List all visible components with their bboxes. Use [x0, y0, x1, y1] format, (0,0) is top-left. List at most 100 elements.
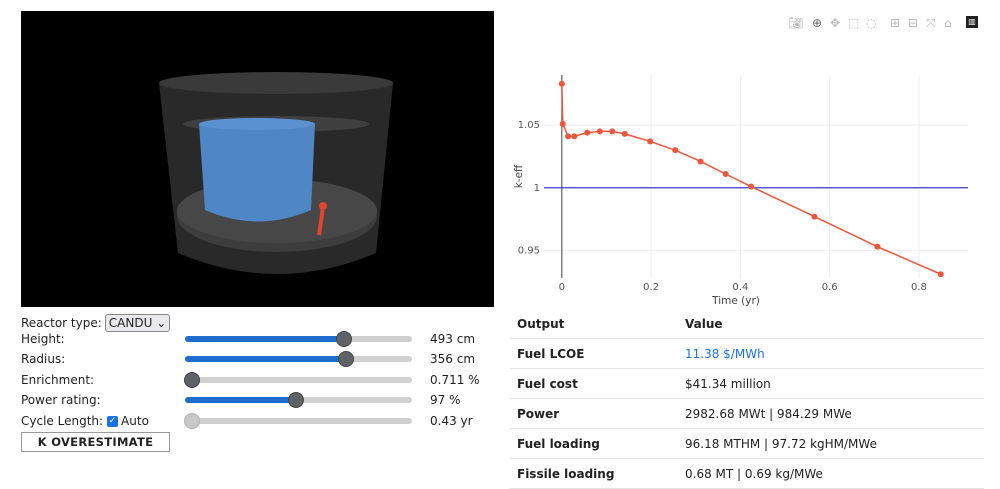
keff-data-point — [748, 183, 755, 190]
cycle-slider-handle[interactable] — [183, 413, 200, 429]
y-axis-label: k-eff — [513, 164, 525, 188]
control-rod — [317, 206, 325, 236]
keff-data-point — [584, 129, 591, 136]
plotly-logo-icon[interactable]: ▥ — [966, 16, 978, 28]
height-slider[interactable] — [185, 331, 412, 347]
row-key: Fuel cost — [510, 368, 678, 399]
height-slider-handle[interactable] — [335, 331, 352, 347]
y-tick-label: 1.05 — [518, 120, 540, 131]
reactor-core-top — [199, 118, 315, 130]
reactor-3d-viewport[interactable] — [21, 11, 494, 307]
x-tick-label: 0.8 — [911, 282, 927, 293]
reactor-core — [199, 124, 315, 222]
keff-series-line — [561, 83, 942, 275]
reactor-type-label: Reactor type: — [21, 316, 102, 330]
enrichment-label: Enrichment: — [21, 373, 95, 387]
row-key: Fissile loading — [510, 458, 678, 489]
row-value: 96.18 MTHM | 97.72 kgHM/MWe — [678, 428, 984, 459]
power-label: Power rating: — [21, 393, 101, 407]
camera-icon[interactable]: 📷︎ — [788, 16, 804, 30]
table-row: Fuel loading 96.18 MTHM | 97.72 kgHM/MWe — [510, 428, 984, 459]
keff-data-point — [559, 120, 566, 127]
reactor-type-select[interactable]: CANDU ⌄ — [104, 314, 171, 332]
radius-row: Radius: 356 cm — [21, 349, 491, 369]
power-slider[interactable] — [185, 392, 412, 408]
power-row: Power rating: 97 % — [21, 390, 491, 410]
lasso-icon[interactable]: ◌ — [866, 16, 877, 30]
auto-label: Auto — [121, 414, 149, 428]
pan-icon[interactable]: ✥ — [830, 16, 841, 30]
box-select-icon[interactable]: ⬚ — [848, 16, 860, 30]
enrichment-row: Enrichment: 0.711 % — [21, 370, 491, 390]
keff-data-point — [811, 213, 818, 220]
keff-data-point — [565, 133, 572, 140]
zoom-out-icon[interactable]: ⊟ — [908, 16, 919, 30]
output-table-header: Output Value — [510, 309, 984, 339]
vessel-top — [159, 72, 393, 94]
power-value: 97 % — [430, 393, 461, 407]
reactor-type-row: Reactor type: CANDU ⌄ — [21, 313, 491, 333]
keff-data-point — [596, 128, 603, 135]
keff-data-point — [672, 147, 679, 154]
header-output: Output — [510, 309, 678, 339]
control-rod-tip — [319, 202, 327, 210]
autoscale-icon[interactable]: ⤧ — [926, 16, 936, 30]
k-overestimate-button[interactable]: K OVERESTIMATE — [21, 432, 170, 452]
keff-data-point — [621, 130, 628, 137]
table-row: Fuel cost $41.34 million — [510, 368, 984, 399]
output-table: Output Value Fuel LCOE 11.38 $/MWh Fuel … — [510, 309, 984, 489]
fuel-lcoe-link[interactable]: 11.38 $/MWh — [678, 338, 984, 369]
cycle-row: Cycle Length: ✓ Auto 0.43 yr — [21, 411, 491, 431]
reactor-type-value: CANDU — [108, 316, 153, 330]
auto-checkbox[interactable]: ✓ — [107, 415, 119, 427]
keff-chart-svg: 0 0.2 0.4 0.6 0.8 0.95 1 1.05 Time (yr) k-eff — [513, 75, 968, 307]
x-tick-label: 0 — [559, 282, 565, 293]
cycle-slider[interactable] — [183, 413, 412, 429]
keff-data-point — [647, 138, 654, 145]
header-value: Value — [678, 309, 984, 339]
radius-slider[interactable] — [185, 351, 412, 367]
row-value: $41.34 million — [678, 368, 984, 399]
row-key: Fuel LCOE — [510, 338, 678, 369]
radius-value: 356 cm — [430, 352, 476, 366]
table-row: Power 2982.68 MWt | 984.29 MWe — [510, 398, 984, 429]
enrichment-slider-handle[interactable] — [183, 372, 200, 388]
keff-data-point — [937, 271, 944, 278]
zoom-in-icon[interactable]: ⊞ — [890, 16, 901, 30]
table-row: Fissile loading 0.68 MT | 0.69 kg/MWe — [510, 458, 984, 489]
keff-data-point — [609, 128, 616, 135]
height-value: 493 cm — [430, 332, 476, 346]
height-label: Height: — [21, 332, 65, 346]
keff-data-point — [697, 158, 704, 165]
y-tick-label: 1 — [534, 183, 540, 194]
reactor-3d-scene — [159, 72, 393, 274]
x-tick-label: 0.6 — [822, 282, 838, 293]
keff-data-point — [571, 133, 578, 140]
enrichment-value: 0.711 % — [430, 373, 480, 387]
row-key: Fuel loading — [510, 428, 678, 459]
row-value: 0.68 MT | 0.69 kg/MWe — [678, 458, 984, 489]
table-row: Fuel LCOE 11.38 $/MWh — [510, 338, 984, 369]
cycle-label: Cycle Length: — [21, 414, 104, 428]
row-value: 2982.68 MWt | 984.29 MWe — [678, 398, 984, 429]
reset-axes-icon[interactable]: ⌂ — [944, 16, 952, 30]
power-slider-handle[interactable] — [288, 392, 305, 408]
radius-slider-handle[interactable] — [338, 351, 355, 367]
x-tick-label: 0.4 — [732, 282, 748, 293]
enrichment-slider[interactable] — [183, 372, 412, 388]
keff-data-point — [874, 243, 881, 250]
height-row: Height: 493 cm — [21, 329, 491, 349]
y-tick-label: 0.95 — [518, 245, 540, 256]
chart-modebar: 📷︎ ⊕ ✥ ⬚ ◌ ⊞ ⊟ ⤧ ⌂ ▥ — [786, 16, 986, 32]
keff-data-point — [722, 170, 729, 177]
chevron-down-icon: ⌄ — [156, 316, 167, 330]
x-axis-label: Time (yr) — [711, 295, 760, 307]
x-tick-label: 0.2 — [643, 282, 659, 293]
radius-label: Radius: — [21, 352, 66, 366]
zoom-icon[interactable]: ⊕ — [812, 16, 823, 30]
keff-data-point — [558, 80, 565, 87]
row-key: Power — [510, 398, 678, 429]
keff-chart[interactable]: 0 0.2 0.4 0.6 0.8 0.95 1 1.05 Time (yr) k-eff — [510, 70, 980, 310]
cycle-label-group: Cycle Length: ✓ Auto — [21, 414, 149, 428]
cycle-value: 0.43 yr — [430, 414, 473, 428]
